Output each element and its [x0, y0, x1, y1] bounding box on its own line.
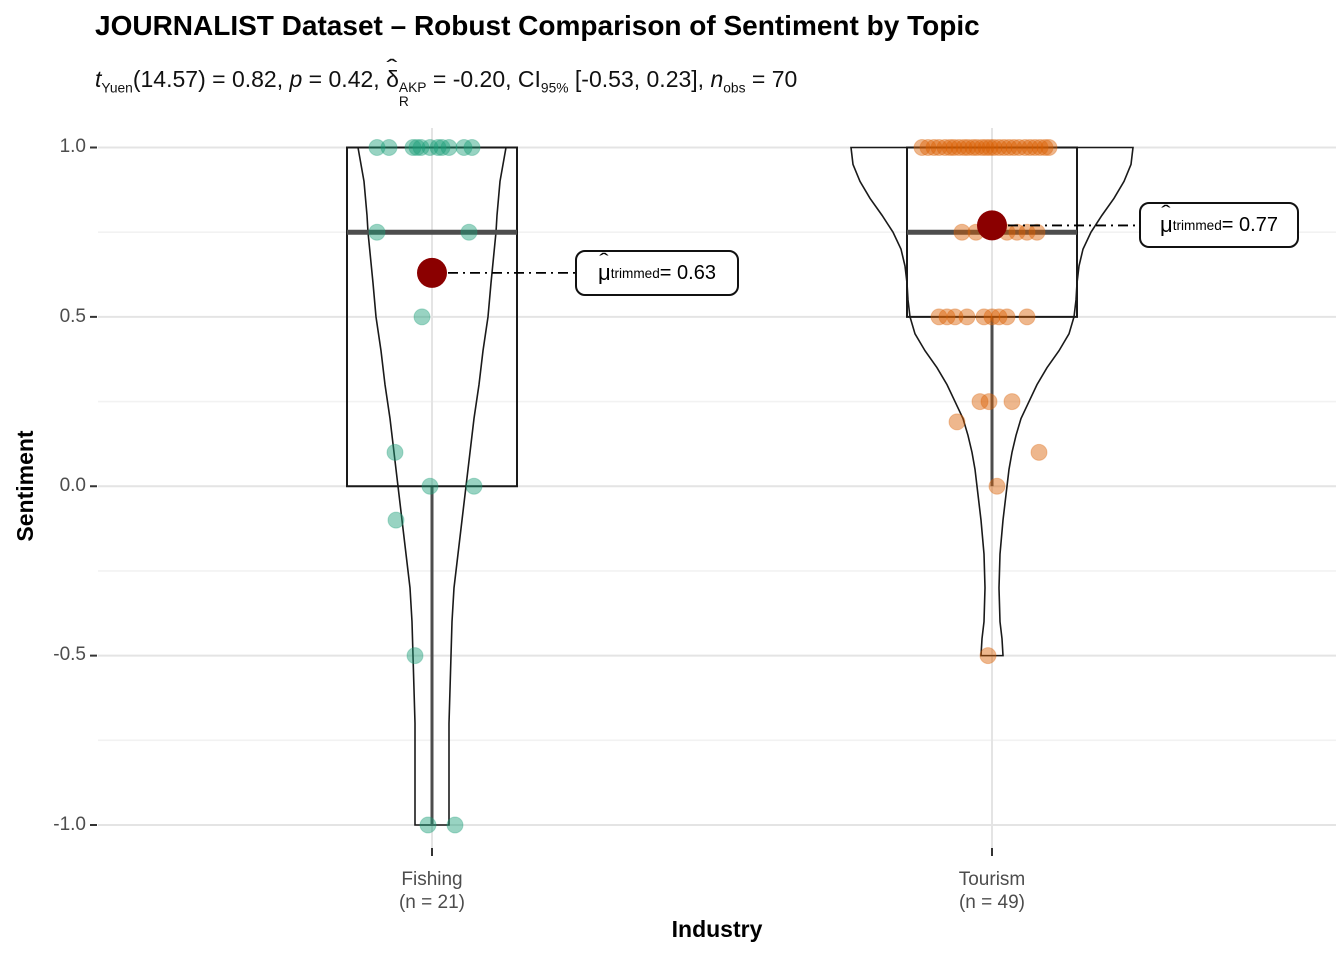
trimmed-mean-label-tourism: ˆ μ trimmed = 0.77	[1139, 202, 1299, 248]
y-tick-label: 0.5	[59, 306, 86, 327]
x-tick-line1: Tourism	[958, 869, 1026, 890]
mu-value: = 0.63	[659, 261, 716, 284]
axis-tick-marks	[90, 146, 993, 856]
stat-segment-2: = 0.42,	[302, 66, 387, 92]
stat-n-symbol: n	[710, 66, 724, 92]
mu-sub: trimmed	[610, 265, 660, 281]
x-tick-line2: (n = 21)	[398, 892, 465, 913]
stat-n-sub: obs	[723, 80, 746, 96]
hat-accent: ˆ	[599, 251, 610, 273]
mu-sub: trimmed	[1172, 217, 1222, 233]
stat-delta-symbol: δ	[386, 66, 399, 92]
stat-t-sub: Yuen	[101, 80, 133, 96]
x-tick-label-tourism: Tourism (n = 49)	[912, 868, 1072, 914]
mu-symbol: μ	[1160, 212, 1173, 237]
stat-delta-sub: R	[398, 94, 409, 110]
y-tick-label: 1.0	[59, 136, 86, 157]
mu-value: = 0.77	[1221, 213, 1278, 236]
plot-title: JOURNALIST Dataset – Robust Comparison o…	[95, 10, 980, 41]
stat-ci-sub: 95%	[540, 80, 569, 96]
stat-segment-3: = -0.20, CI	[426, 66, 541, 92]
stat-t-symbol: t	[95, 66, 102, 92]
stat-delta-sup: AKP	[398, 79, 427, 95]
x-tick-line2: (n = 49)	[958, 892, 1025, 913]
stat-segment-1: (14.57) = 0.82,	[132, 66, 290, 92]
x-axis-title: Industry	[671, 916, 763, 942]
hat-accent: ˆ	[1161, 203, 1172, 225]
x-tick-label-fishing: Fishing (n = 21)	[352, 868, 512, 914]
stat-delta-supsub: AKP R	[398, 79, 427, 110]
stat-segment-4: [-0.53, 0.23],	[568, 66, 711, 92]
y-tick-label: 0.0	[59, 475, 86, 496]
gridlines-major	[98, 146, 1336, 826]
stat-p-symbol: p	[289, 66, 303, 92]
y-tick-label: -0.5	[53, 644, 86, 665]
trimmed-mean-point-tourism	[977, 210, 1007, 241]
violin-fishing	[357, 146, 507, 826]
stat-segment-5: = 70	[745, 66, 798, 92]
y-axis-title: Sentiment	[12, 430, 38, 542]
gridlines-minor	[98, 231, 1336, 742]
data-points-tourism	[913, 139, 1058, 665]
y-tick-label: -1.0	[53, 814, 86, 835]
plot-subtitle: tYuen(14.57) = 0.82, p = 0.42, ˆ δ AKP R = …	[95, 57, 798, 110]
hat-accent: ˆ	[387, 55, 398, 81]
trimmed-mean-point-fishing	[417, 257, 447, 288]
boxplot-fishing	[346, 146, 518, 488]
trimmed-mean-label-fishing: ˆ μ trimmed = 0.63	[575, 250, 739, 296]
mu-symbol: μ	[598, 260, 611, 285]
data-points-fishing	[368, 139, 483, 834]
x-tick-line1: Fishing	[401, 869, 463, 890]
